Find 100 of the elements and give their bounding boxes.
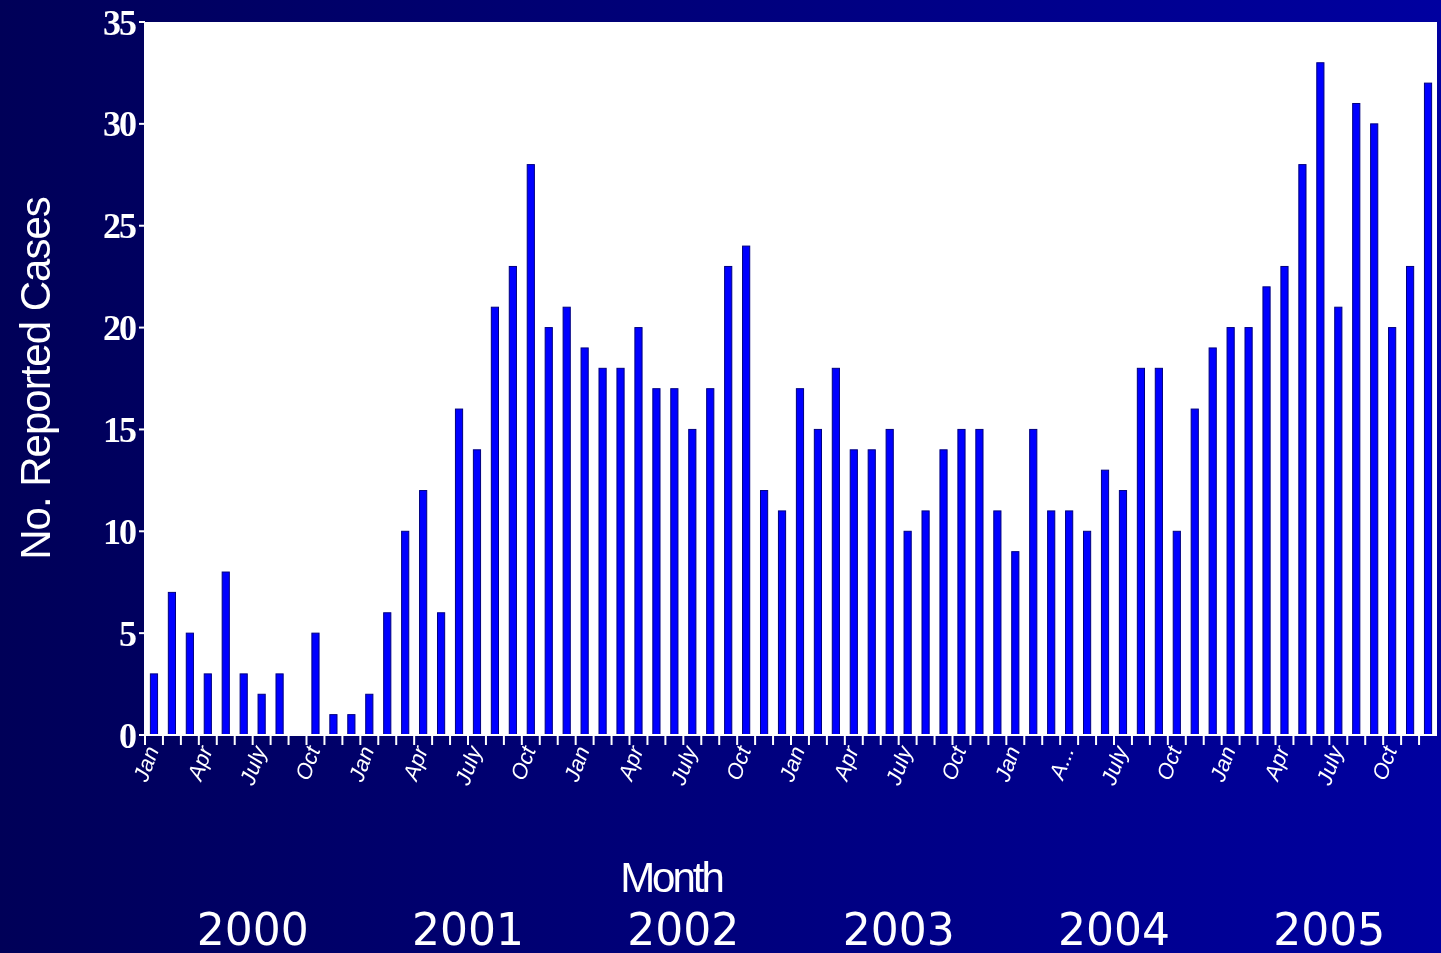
bar bbox=[670, 388, 679, 736]
y-tick-label: 35 bbox=[103, 2, 136, 43]
bar bbox=[221, 571, 230, 736]
bar bbox=[562, 306, 571, 736]
y-tick-label: 15 bbox=[103, 410, 136, 451]
bar bbox=[508, 265, 517, 736]
x-tick-label: Oct bbox=[1151, 741, 1188, 784]
x-tick-label: July bbox=[234, 740, 273, 790]
bar bbox=[1280, 265, 1289, 736]
bar bbox=[939, 449, 948, 736]
bar bbox=[167, 591, 177, 736]
bar bbox=[885, 428, 894, 736]
bar bbox=[1298, 164, 1307, 736]
bar bbox=[1065, 510, 1074, 736]
y-tick-label: 5 bbox=[119, 613, 136, 654]
bar bbox=[867, 449, 876, 736]
bar bbox=[957, 428, 966, 736]
x-tick-label: July bbox=[1095, 740, 1134, 790]
bar bbox=[1226, 327, 1235, 736]
bar bbox=[1047, 510, 1056, 736]
bar bbox=[1190, 408, 1199, 736]
bar bbox=[1029, 428, 1038, 736]
bar bbox=[1352, 102, 1361, 736]
bar bbox=[1172, 530, 1181, 736]
bar bbox=[706, 388, 715, 736]
bar bbox=[419, 490, 428, 736]
bar bbox=[724, 265, 733, 736]
bar bbox=[652, 388, 661, 736]
bar bbox=[1100, 469, 1110, 736]
bar bbox=[903, 530, 912, 736]
y-tick-label: 20 bbox=[103, 308, 136, 349]
bar bbox=[1423, 82, 1433, 736]
bar bbox=[401, 530, 410, 736]
text: 2001 bbox=[412, 904, 524, 953]
bar bbox=[185, 632, 194, 736]
x-tick-label: Oct bbox=[1366, 741, 1403, 784]
x-tick-label: Oct bbox=[936, 741, 972, 784]
bar bbox=[257, 693, 266, 736]
y-tick-label: 30 bbox=[103, 104, 136, 145]
bar bbox=[975, 428, 984, 736]
bar bbox=[813, 428, 823, 736]
bar bbox=[777, 510, 787, 736]
bar bbox=[1316, 62, 1325, 736]
bar bbox=[1405, 265, 1415, 736]
bar bbox=[1244, 327, 1253, 736]
text: 2003 bbox=[842, 904, 955, 953]
bar bbox=[1082, 530, 1092, 736]
x-tick-label: Apr bbox=[181, 741, 219, 786]
bar bbox=[795, 388, 805, 736]
bar bbox=[472, 449, 482, 736]
bar bbox=[526, 164, 535, 736]
bar bbox=[580, 347, 589, 736]
bar bbox=[544, 327, 553, 736]
bar bbox=[490, 306, 500, 736]
x-tick-label: Apr bbox=[612, 741, 649, 786]
bar bbox=[921, 510, 930, 736]
y-tick-label: 10 bbox=[103, 511, 136, 552]
bar bbox=[759, 490, 769, 736]
bar bbox=[993, 510, 1002, 736]
bar bbox=[1011, 551, 1020, 736]
bar bbox=[742, 245, 751, 736]
x-tick-label: Oct bbox=[720, 741, 757, 784]
x-tick-label: Apr bbox=[397, 741, 434, 786]
bar bbox=[598, 367, 607, 736]
x-tick-label: Apr bbox=[827, 741, 865, 786]
y-axis-title: No. Reported Cases bbox=[12, 197, 59, 560]
bar bbox=[329, 714, 338, 736]
x-tick-label: Jan bbox=[773, 742, 810, 786]
y-tick-label: 25 bbox=[103, 206, 136, 247]
x-tick-label: Oct bbox=[505, 741, 542, 784]
bar bbox=[365, 693, 374, 736]
bar bbox=[1370, 123, 1379, 736]
bar bbox=[1154, 367, 1163, 736]
bar bbox=[634, 327, 643, 736]
x-tick-label: Jan bbox=[343, 742, 380, 786]
x-tick-label: July bbox=[449, 740, 488, 790]
bar bbox=[383, 612, 392, 736]
text: 2005 bbox=[1273, 904, 1386, 953]
bar bbox=[831, 367, 840, 736]
x-axis-title: Month bbox=[620, 854, 723, 901]
bar bbox=[275, 673, 284, 736]
bar bbox=[1334, 306, 1343, 736]
x-tick-label: A... bbox=[1043, 742, 1080, 785]
x-tick-label: Jan bbox=[989, 742, 1026, 786]
text: 2004 bbox=[1058, 904, 1170, 953]
bar bbox=[311, 632, 320, 736]
x-tick-label: July bbox=[1311, 740, 1349, 790]
bar bbox=[688, 428, 697, 736]
text: 2002 bbox=[627, 904, 740, 953]
x-tick-label: July bbox=[665, 740, 703, 790]
bar bbox=[1136, 367, 1146, 736]
y-tick-label: 0 bbox=[119, 715, 136, 756]
bar bbox=[347, 714, 356, 736]
x-tick-label: Jan bbox=[558, 742, 595, 786]
x-tick-label: Apr bbox=[1258, 741, 1295, 786]
bar bbox=[149, 673, 159, 736]
text: 2000 bbox=[196, 904, 309, 953]
x-tick-label: July bbox=[880, 740, 919, 790]
bar bbox=[1118, 490, 1128, 736]
bar bbox=[454, 408, 464, 736]
